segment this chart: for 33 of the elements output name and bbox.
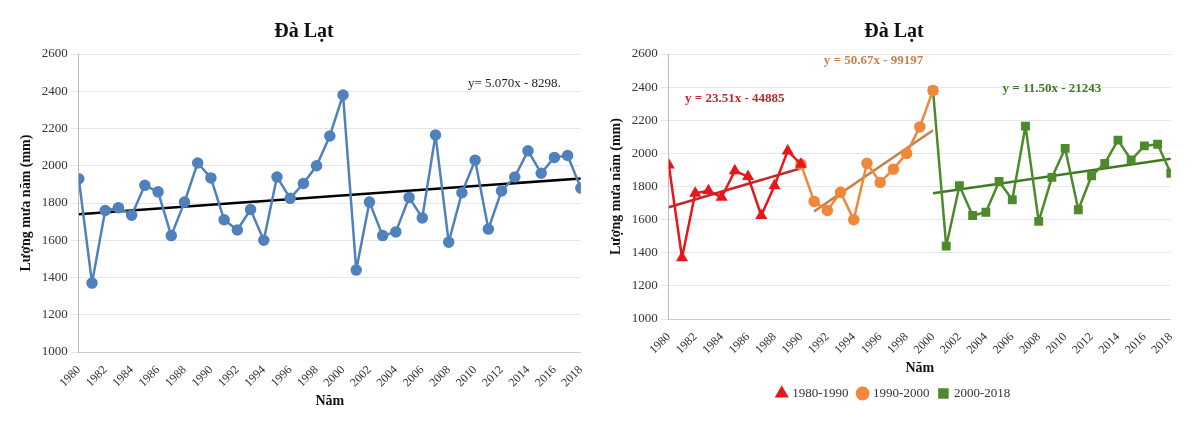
legend-label: 2000-2018 (953, 384, 1011, 400)
y-tick-label: 1600 (631, 211, 658, 227)
legend-label: 1990-2000 (873, 384, 930, 400)
legend-label: 1980-1990 (792, 384, 849, 400)
annotation: y = 11.50x - 21243 (1002, 80, 1102, 96)
x-tick-label: 1990 (188, 362, 216, 390)
y-tick-label: 2200 (631, 111, 658, 127)
y-tick-label: 1000 (631, 310, 658, 326)
chart-title: Đà Lạt (864, 19, 925, 43)
y-tick-label: 2600 (41, 45, 68, 61)
y-tick-label: 2600 (631, 45, 658, 61)
y-tick-label: 2400 (631, 78, 658, 94)
x-tick-label: 1990 (778, 329, 806, 357)
y-tick-label: 2400 (41, 82, 68, 98)
y-tick-label: 1600 (41, 231, 68, 247)
x-axis-title: Năm (905, 360, 935, 376)
x-axis-title: Năm (315, 393, 345, 409)
y-tick-label: 1800 (41, 194, 68, 210)
y-tick-label: 2200 (41, 119, 68, 135)
y-axis-title: Lượng mưa năm (mm) (18, 134, 35, 272)
annotation: y= 5.070x - 8298. (467, 75, 561, 91)
y-tick-label: 1400 (41, 268, 68, 284)
y-tick-label: 1400 (631, 244, 658, 260)
annotation: y = 23.51x - 44885 (685, 89, 786, 105)
annotation: y = 50.67x - 99197 (823, 51, 924, 67)
y-tick-label: 1200 (41, 306, 68, 322)
chart-title: Đà Lạt (274, 19, 335, 43)
y-axis-title: Lượng mưa năm (mm) (608, 117, 625, 255)
y-tick-label: 2000 (41, 157, 68, 173)
y-tick-label: 1000 (41, 343, 68, 359)
y-tick-label: 1200 (631, 277, 658, 293)
y-tick-label: 1800 (631, 177, 658, 193)
y-tick-label: 2000 (631, 144, 658, 160)
